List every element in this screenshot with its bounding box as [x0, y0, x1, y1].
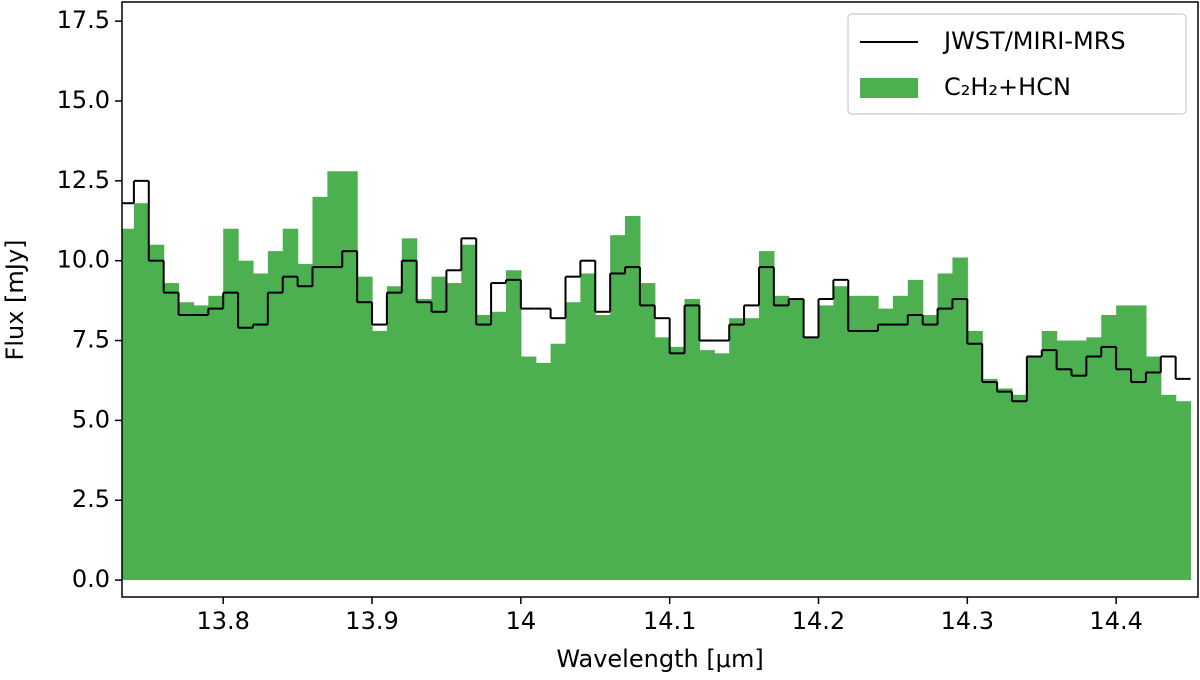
model-bar — [669, 346, 686, 581]
x-tick-label: 14.4 — [1089, 607, 1142, 635]
model-bar — [208, 295, 224, 581]
y-tick-label: 7.5 — [72, 326, 110, 354]
model-bar — [1056, 340, 1073, 581]
model-bar — [342, 171, 358, 581]
model-bar — [372, 330, 388, 581]
model-bar — [892, 295, 909, 581]
model-bar — [1011, 394, 1028, 581]
x-tick-label: 14 — [506, 607, 537, 635]
model-bar — [773, 295, 790, 581]
model-bar — [848, 295, 864, 581]
model-bar — [476, 314, 492, 581]
plot-area — [122, 171, 1192, 581]
model-bar — [610, 235, 626, 581]
model-bar — [803, 337, 820, 581]
model-bar — [1145, 356, 1162, 581]
model-bar — [699, 350, 715, 581]
model-bar — [386, 286, 403, 581]
x-tick-label: 13.9 — [345, 607, 398, 635]
model-bar — [193, 305, 209, 581]
model-bar — [922, 314, 939, 581]
model-bar — [535, 362, 552, 581]
model-bar — [505, 270, 522, 581]
y-tick-label: 15.0 — [57, 86, 110, 114]
model-bar — [818, 305, 834, 581]
model-bar — [639, 283, 656, 581]
model-bar — [1026, 356, 1043, 581]
model-bar — [297, 263, 314, 581]
model-bar — [163, 283, 180, 581]
model-bar — [863, 295, 879, 581]
model-bar — [1131, 305, 1147, 581]
model-bar — [788, 299, 805, 581]
y-tick-label: 2.5 — [72, 485, 110, 513]
model-bar — [520, 356, 537, 581]
model-bar — [744, 318, 760, 581]
y-tick-label: 0.0 — [72, 565, 110, 593]
model-bar — [565, 302, 581, 581]
model-bar — [122, 228, 135, 581]
model-bar — [178, 302, 195, 581]
model-bar — [312, 196, 328, 581]
model-bar — [133, 203, 150, 581]
model-bar — [997, 388, 1013, 581]
y-tick-label: 5.0 — [72, 405, 110, 433]
x-tick-label: 13.8 — [196, 607, 249, 635]
model-bar — [1041, 330, 1058, 581]
model-bar — [282, 228, 299, 581]
y-tick-label: 12.5 — [57, 166, 110, 194]
y-tick-label: 17.5 — [57, 6, 110, 34]
x-tick-label: 14.1 — [643, 607, 696, 635]
model-bar — [267, 251, 284, 581]
model-bar — [401, 238, 418, 581]
model-bar — [252, 273, 269, 581]
model-bar — [982, 378, 998, 581]
model-bar — [1101, 314, 1117, 581]
model-bar — [758, 251, 775, 581]
model-bar — [729, 318, 745, 581]
model-bar — [937, 273, 954, 581]
model-bar — [1160, 394, 1177, 581]
plot-frame — [121, 1, 1199, 598]
model-bar — [431, 276, 448, 581]
y-axis-label: Flux [mJy] — [1, 240, 29, 361]
model-bar — [1086, 337, 1102, 581]
model-bar — [491, 311, 507, 581]
model-bar — [148, 244, 165, 581]
model-bar — [327, 171, 343, 581]
model-bar — [907, 279, 924, 581]
model-bar — [714, 353, 730, 581]
model-bar — [952, 257, 968, 581]
model-bar — [580, 273, 596, 581]
model-bar — [1175, 401, 1192, 581]
model-bar — [223, 228, 239, 581]
x-tick-label: 14.3 — [941, 607, 994, 635]
model-bar — [357, 276, 373, 581]
legend-swatch — [860, 78, 918, 98]
model-bar — [416, 299, 433, 581]
model-bar — [1071, 340, 1087, 581]
x-tick-label: 14.2 — [792, 607, 845, 635]
model-bar — [461, 244, 477, 581]
legend-box — [847, 13, 1187, 115]
y-tick-label: 10.0 — [57, 246, 110, 274]
model-bar — [967, 330, 983, 581]
x-axis-label: Wavelength [μm] — [556, 645, 763, 673]
model-bar — [625, 215, 641, 581]
model-bar — [878, 308, 894, 581]
legend-label: JWST/MIRI-MRS — [942, 27, 1126, 55]
model-bar — [238, 260, 254, 581]
legend-label: C₂H₂+HCN — [944, 73, 1071, 101]
model-bar — [595, 314, 611, 581]
model-bar — [654, 337, 671, 581]
model-bar — [446, 283, 462, 581]
model-bar — [1116, 305, 1132, 581]
model-bar — [833, 286, 849, 581]
model-bar — [684, 299, 701, 581]
model-bar — [550, 343, 567, 581]
